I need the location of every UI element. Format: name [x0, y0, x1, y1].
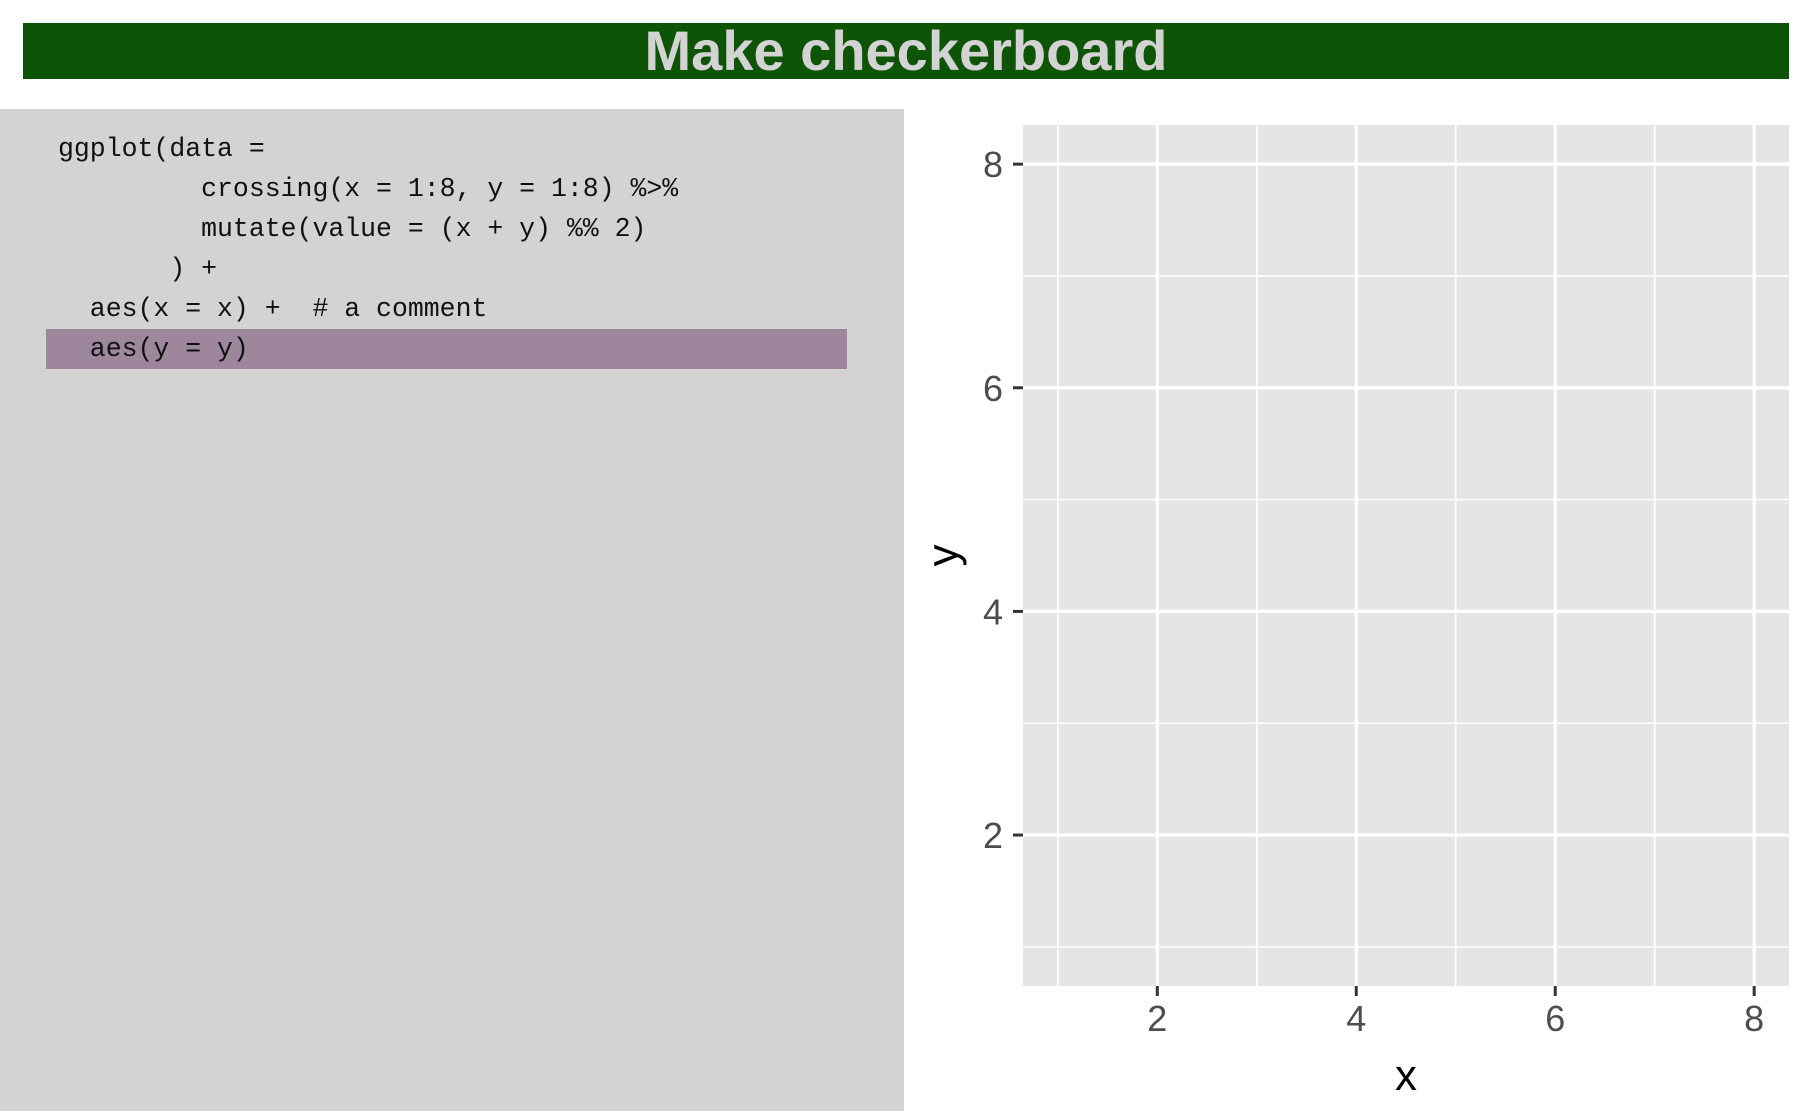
- code-line-5: aes(x = x) + # a comment: [58, 294, 488, 324]
- code-line-1: ggplot(data =: [58, 134, 265, 164]
- x-tick-label: 2: [1147, 998, 1167, 1039]
- plot-panel: [1023, 125, 1789, 986]
- x-axis-title: x: [1395, 1051, 1417, 1100]
- code-panel: ggplot(data = crossing(x = 1:8, y = 1:8)…: [0, 109, 904, 1111]
- y-tick-label: 2: [983, 815, 1003, 856]
- y-tick-label: 4: [983, 591, 1003, 632]
- y-tick-label: 6: [983, 368, 1003, 409]
- y-axis-title: y: [919, 545, 968, 567]
- x-tick-label: 4: [1346, 998, 1366, 1039]
- x-tick-label: 8: [1744, 998, 1764, 1039]
- minor-gridlines: [1023, 125, 1789, 986]
- x-axis: 2 4 6 8: [1147, 986, 1764, 1039]
- code-line-3: mutate(value = (x + y) %% 2): [58, 214, 647, 244]
- code-line-6: aes(y = y): [58, 334, 249, 364]
- slide-title: Make checkerboard: [23, 23, 1789, 79]
- code-line-4: ) +: [58, 254, 218, 284]
- y-tick-label: 8: [983, 144, 1003, 185]
- code-line-2: crossing(x = 1:8, y = 1:8) %>%: [58, 174, 679, 204]
- major-gridlines: [1023, 125, 1789, 986]
- x-tick-label: 6: [1545, 998, 1565, 1039]
- y-axis: 2 4 6 8: [983, 144, 1023, 856]
- code-line-highlight: [46, 329, 847, 369]
